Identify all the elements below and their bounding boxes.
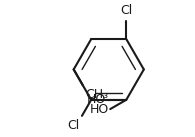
Text: HO: HO (90, 103, 109, 116)
Text: CH₃: CH₃ (85, 88, 108, 101)
Text: Cl: Cl (68, 119, 80, 132)
Text: HO: HO (87, 93, 106, 106)
Text: Cl: Cl (120, 4, 132, 17)
